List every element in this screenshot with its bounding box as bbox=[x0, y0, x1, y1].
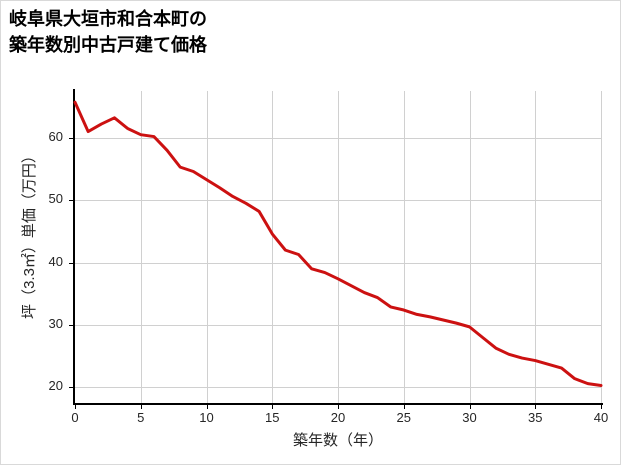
gridline-vertical bbox=[403, 91, 405, 403]
y-tick-mark bbox=[69, 325, 73, 326]
x-tick-mark bbox=[535, 405, 537, 409]
y-tick-label: 40 bbox=[48, 253, 63, 269]
x-axis-spine bbox=[73, 403, 603, 405]
chart-title: 岐阜県大垣市和合本町の 築年数別中古戸建て価格 bbox=[9, 9, 207, 55]
x-tick-label: 25 bbox=[396, 410, 411, 425]
x-tick-label: 30 bbox=[462, 410, 477, 425]
y-tick-label: 50 bbox=[48, 191, 63, 207]
gridline-vertical bbox=[206, 91, 208, 403]
x-tick-label: 0 bbox=[71, 410, 79, 425]
gridline-vertical bbox=[469, 91, 471, 403]
x-tick-label: 5 bbox=[137, 410, 145, 425]
y-tick-label: 20 bbox=[48, 378, 63, 394]
y-tick-mark bbox=[69, 262, 73, 264]
x-tick-label: 10 bbox=[199, 410, 214, 425]
gridline-vertical bbox=[140, 91, 142, 403]
y-tick-label: 60 bbox=[48, 128, 63, 144]
y-tick-mark bbox=[69, 137, 73, 139]
y-tick-label: 30 bbox=[48, 316, 63, 331]
y-tick-mark bbox=[69, 387, 73, 389]
x-tick-mark bbox=[469, 405, 471, 409]
x-tick-mark bbox=[272, 405, 274, 409]
x-tick-mark bbox=[403, 405, 405, 409]
gridline-vertical bbox=[338, 91, 339, 403]
x-tick-mark bbox=[601, 405, 602, 409]
x-tick-label: 35 bbox=[528, 410, 543, 425]
y-tick-mark bbox=[69, 200, 73, 202]
gridline-vertical bbox=[535, 91, 537, 403]
x-tick-label: 15 bbox=[265, 410, 280, 425]
x-tick-mark bbox=[140, 405, 142, 409]
plot-area bbox=[75, 91, 602, 403]
gridline-vertical bbox=[272, 91, 274, 403]
price-line bbox=[73, 100, 603, 388]
x-axis-label: 築年数（年） bbox=[292, 432, 383, 449]
x-tick-mark bbox=[75, 405, 76, 409]
x-tick-mark bbox=[338, 405, 339, 409]
x-tick-label: 40 bbox=[593, 410, 609, 425]
x-tick-label: 20 bbox=[330, 410, 346, 425]
gridline-vertical bbox=[601, 91, 602, 403]
y-axis-spine bbox=[73, 89, 75, 405]
x-tick-mark bbox=[206, 405, 208, 409]
